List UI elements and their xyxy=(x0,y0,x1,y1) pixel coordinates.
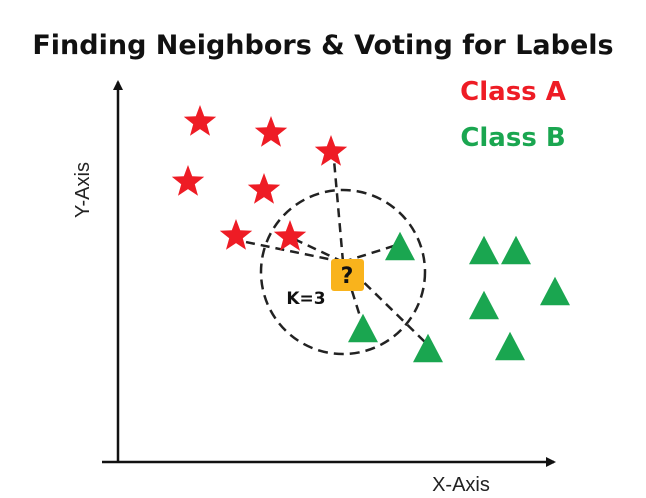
star-icon xyxy=(219,219,253,250)
query-point: ? xyxy=(331,259,364,291)
query-label: ? xyxy=(341,264,354,289)
distance-line xyxy=(342,242,401,264)
distance-line xyxy=(291,236,344,264)
class-a-points xyxy=(171,105,348,251)
star-icon xyxy=(273,220,307,251)
diagram-title: Finding Neighbors & Voting for Labels xyxy=(32,30,613,61)
legend-class-a: Class A xyxy=(460,77,566,107)
star-icon xyxy=(183,105,217,136)
distance-line xyxy=(235,238,344,264)
triangle-icon xyxy=(348,313,378,343)
star-icon xyxy=(247,173,281,204)
star-icon xyxy=(254,116,288,147)
y-axis-label: Y-Axis xyxy=(72,162,94,218)
triangle-icon xyxy=(385,231,415,261)
class-b-points xyxy=(348,231,570,363)
x-axis-label: X-Axis xyxy=(432,474,490,496)
distance-line xyxy=(341,261,365,327)
k-radius-circle xyxy=(259,188,427,356)
star-icon xyxy=(171,165,205,196)
star-icon xyxy=(314,135,348,166)
triangle-icon xyxy=(469,235,499,265)
triangle-icon xyxy=(495,331,525,361)
triangle-icon xyxy=(413,333,443,363)
k-value-label: K=3 xyxy=(286,289,325,309)
triangle-icon xyxy=(501,235,531,265)
triangle-icon xyxy=(469,290,499,320)
distance-line xyxy=(332,159,345,263)
legend-class-b: Class B xyxy=(460,123,565,153)
triangle-icon xyxy=(540,276,570,306)
question-square-icon xyxy=(331,259,364,291)
